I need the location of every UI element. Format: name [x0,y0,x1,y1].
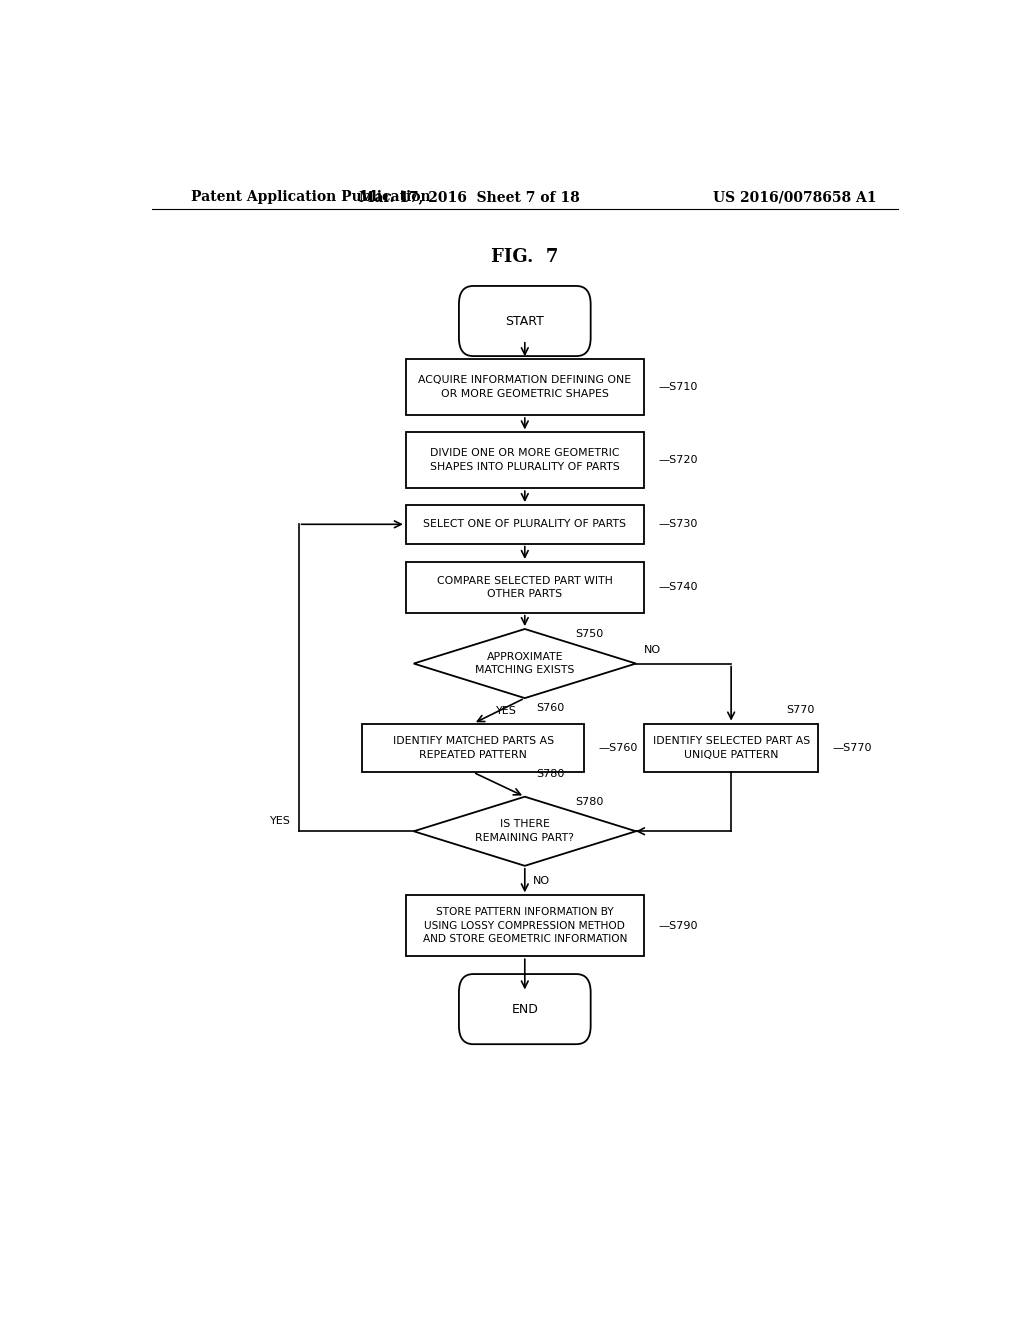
Text: YES: YES [269,816,291,826]
Text: IDENTIFY SELECTED PART AS
UNIQUE PATTERN: IDENTIFY SELECTED PART AS UNIQUE PATTERN [652,737,810,760]
Text: S770: S770 [786,705,814,715]
Text: DIVIDE ONE OR MORE GEOMETRIC
SHAPES INTO PLURALITY OF PARTS: DIVIDE ONE OR MORE GEOMETRIC SHAPES INTO… [430,449,620,473]
Text: COMPARE SELECTED PART WITH
OTHER PARTS: COMPARE SELECTED PART WITH OTHER PARTS [437,576,612,599]
Text: STORE PATTERN INFORMATION BY
USING LOSSY COMPRESSION METHOD
AND STORE GEOMETRIC : STORE PATTERN INFORMATION BY USING LOSSY… [423,907,627,944]
Text: US 2016/0078658 A1: US 2016/0078658 A1 [713,190,877,205]
Text: —S710: —S710 [658,381,697,392]
FancyBboxPatch shape [406,562,644,612]
FancyBboxPatch shape [644,723,818,772]
Polygon shape [414,630,636,698]
FancyBboxPatch shape [406,359,644,414]
FancyBboxPatch shape [406,506,644,544]
FancyBboxPatch shape [406,895,644,956]
Text: —S760: —S760 [599,743,638,752]
Text: ACQUIRE INFORMATION DEFINING ONE
OR MORE GEOMETRIC SHAPES: ACQUIRE INFORMATION DEFINING ONE OR MORE… [418,375,632,399]
Text: S780: S780 [537,770,565,779]
Text: IS THERE
REMAINING PART?: IS THERE REMAINING PART? [475,820,574,843]
Text: Patent Application Publication: Patent Application Publication [191,190,431,205]
FancyBboxPatch shape [362,723,585,772]
Text: —S730: —S730 [658,519,697,529]
Text: NO: NO [532,875,550,886]
Text: —S790: —S790 [658,921,697,931]
Text: YES: YES [496,706,517,715]
FancyBboxPatch shape [459,286,591,356]
Text: START: START [506,314,544,327]
Text: Mar. 17, 2016  Sheet 7 of 18: Mar. 17, 2016 Sheet 7 of 18 [358,190,580,205]
Text: —S720: —S720 [658,455,697,465]
Text: S760: S760 [537,704,565,713]
Text: SELECT ONE OF PLURALITY OF PARTS: SELECT ONE OF PLURALITY OF PARTS [423,519,627,529]
FancyBboxPatch shape [459,974,591,1044]
Text: IDENTIFY MATCHED PARTS AS
REPEATED PATTERN: IDENTIFY MATCHED PARTS AS REPEATED PATTE… [392,737,554,760]
Text: —S770: —S770 [833,743,872,752]
Text: S750: S750 [574,630,603,639]
Text: FIG.  7: FIG. 7 [492,248,558,267]
FancyBboxPatch shape [406,433,644,488]
Polygon shape [414,797,636,866]
Text: S780: S780 [574,797,603,807]
Text: END: END [511,1003,539,1015]
Text: NO: NO [644,645,660,656]
Text: APPROXIMATE
MATCHING EXISTS: APPROXIMATE MATCHING EXISTS [475,652,574,676]
Text: —S740: —S740 [658,582,697,593]
